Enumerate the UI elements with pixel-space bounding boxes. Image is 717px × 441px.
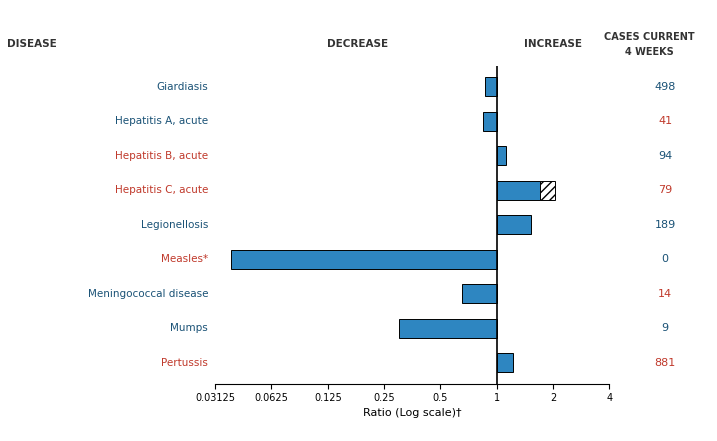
X-axis label: Ratio (Log scale)†: Ratio (Log scale)†	[363, 407, 462, 418]
Bar	[231, 250, 497, 269]
Text: 189: 189	[655, 220, 675, 230]
Text: Mumps: Mumps	[171, 323, 208, 333]
Bar	[399, 319, 497, 338]
Text: CASES CURRENT: CASES CURRENT	[604, 32, 694, 42]
Text: 4 WEEKS: 4 WEEKS	[625, 47, 673, 57]
Bar	[497, 215, 531, 235]
Text: Hepatitis B, acute: Hepatitis B, acute	[115, 151, 208, 161]
Text: Hepatitis C, acute: Hepatitis C, acute	[115, 185, 208, 195]
Text: 79: 79	[658, 185, 672, 195]
Bar	[497, 146, 506, 165]
Text: Giardiasis: Giardiasis	[156, 82, 208, 92]
Bar	[483, 112, 497, 131]
Text: 0: 0	[662, 254, 668, 265]
Text: Measles*: Measles*	[161, 254, 208, 265]
Text: 881: 881	[655, 358, 675, 368]
Text: DECREASE: DECREASE	[327, 38, 388, 49]
Text: 94: 94	[658, 151, 672, 161]
Text: Meningococcal disease: Meningococcal disease	[87, 289, 208, 299]
Text: Hepatitis A, acute: Hepatitis A, acute	[115, 116, 208, 127]
Text: Legionellosis: Legionellosis	[141, 220, 208, 230]
Bar	[462, 284, 497, 303]
Bar	[485, 77, 497, 96]
Text: 9: 9	[662, 323, 668, 333]
Text: INCREASE: INCREASE	[524, 38, 582, 49]
Text: DISEASE: DISEASE	[7, 38, 57, 49]
Text: 14: 14	[658, 289, 672, 299]
Bar	[540, 181, 555, 200]
Bar	[497, 354, 513, 373]
Text: Pertussis: Pertussis	[161, 358, 208, 368]
Text: 41: 41	[658, 116, 672, 127]
Bar	[497, 181, 540, 200]
Text: 498: 498	[655, 82, 675, 92]
